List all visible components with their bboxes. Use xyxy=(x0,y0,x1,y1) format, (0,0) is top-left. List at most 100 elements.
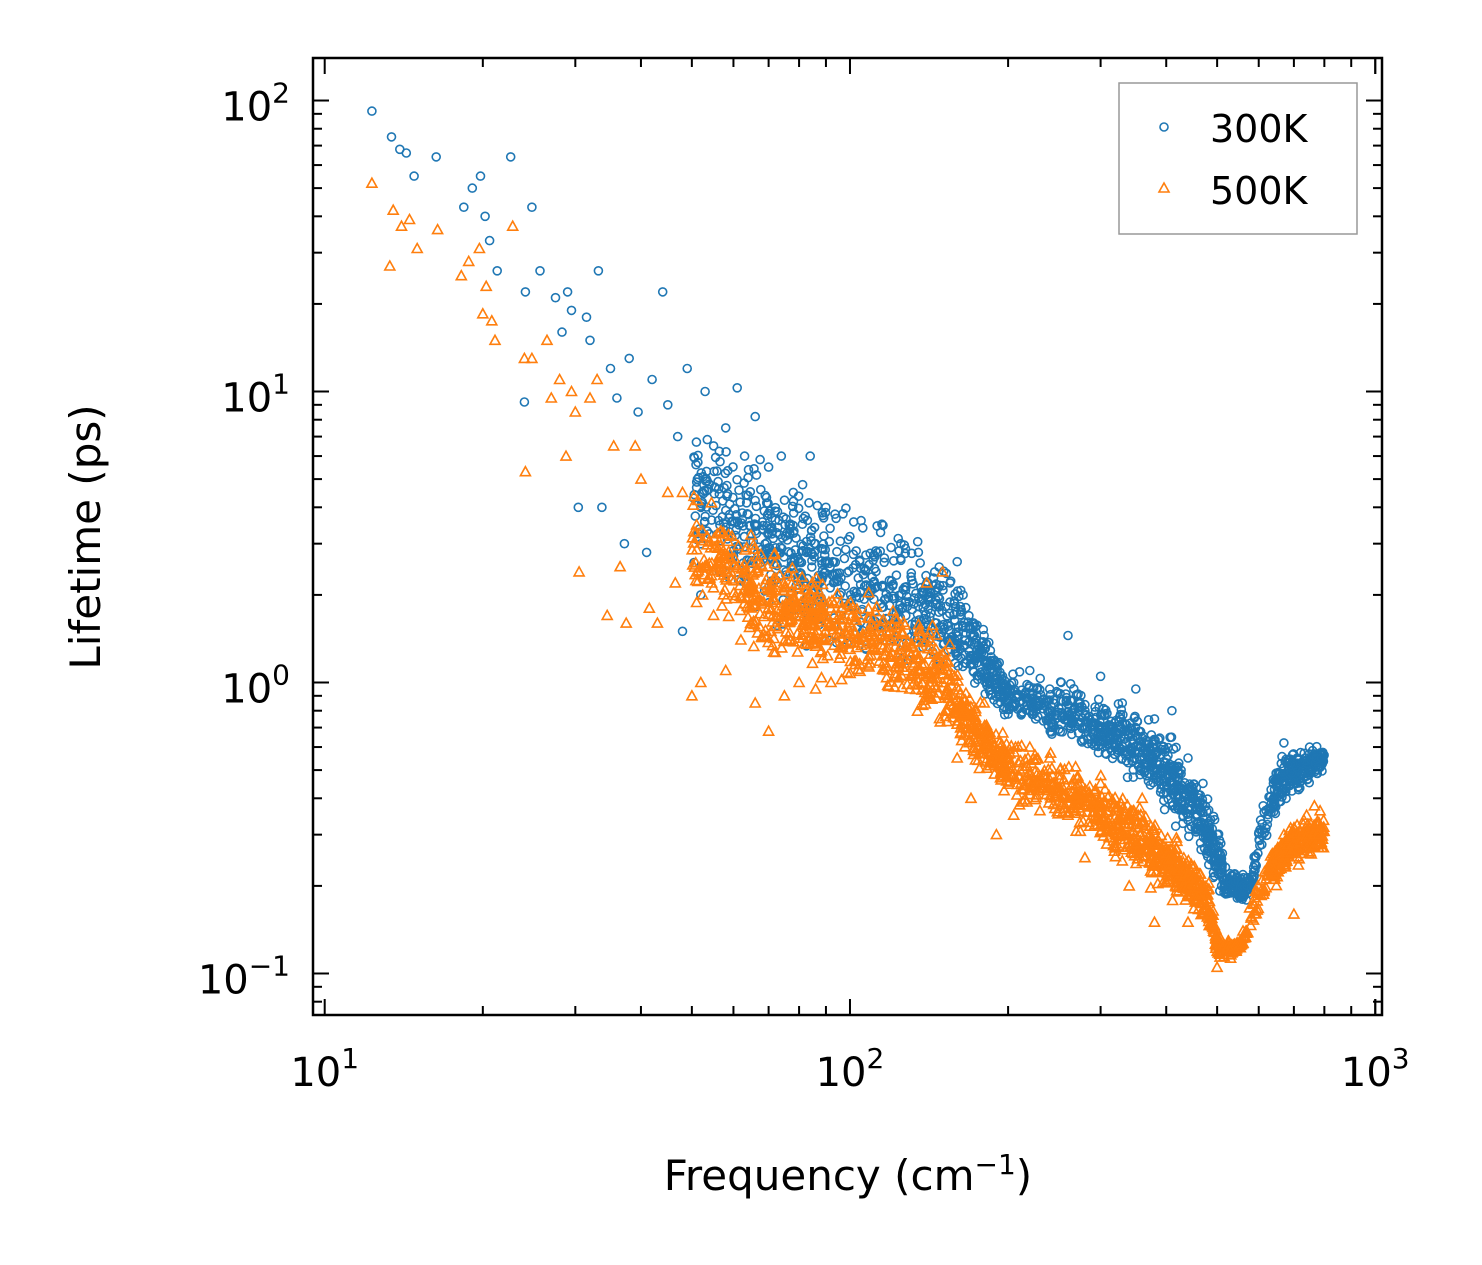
data-point xyxy=(1067,729,1077,740)
data-point xyxy=(851,587,862,598)
data-point xyxy=(749,614,763,626)
data-point xyxy=(1043,751,1057,763)
legend: 300K 500K xyxy=(1118,82,1358,235)
data-point xyxy=(699,517,710,527)
data-point xyxy=(886,604,900,616)
data-point xyxy=(383,259,397,271)
data-point xyxy=(761,492,772,503)
data-point xyxy=(1224,885,1235,896)
data-point xyxy=(1082,722,1093,733)
data-point xyxy=(691,477,702,487)
data-point xyxy=(647,374,657,385)
data-point xyxy=(641,547,652,558)
data-point xyxy=(1143,714,1154,725)
data-point xyxy=(865,634,879,646)
data-point xyxy=(958,705,971,718)
data-point xyxy=(855,563,866,574)
data-point xyxy=(804,497,814,508)
data-point xyxy=(1115,854,1129,866)
data-point xyxy=(1164,870,1178,882)
data-point xyxy=(1064,720,1075,731)
data-point xyxy=(1047,797,1061,810)
data-point xyxy=(779,625,793,637)
data-point xyxy=(1055,677,1066,687)
data-point xyxy=(785,577,798,589)
data-point xyxy=(1027,780,1040,793)
data-point xyxy=(1005,686,1015,697)
data-point xyxy=(540,333,554,346)
data-point xyxy=(1165,851,1179,863)
data-point xyxy=(1110,732,1121,743)
data-point xyxy=(746,577,759,589)
data-point xyxy=(850,606,864,619)
data-point xyxy=(913,628,926,641)
data-point xyxy=(1299,835,1313,848)
data-point xyxy=(747,538,760,550)
data-point xyxy=(525,351,539,364)
data-point xyxy=(1165,732,1175,743)
data-point xyxy=(1262,819,1273,830)
data-point xyxy=(875,627,889,640)
data-point xyxy=(743,509,754,520)
data-point xyxy=(690,518,703,530)
data-point xyxy=(851,662,865,675)
data-point xyxy=(732,382,743,393)
data-point xyxy=(1266,807,1276,818)
data-point xyxy=(1131,852,1144,864)
data-point xyxy=(1204,917,1218,930)
data-point xyxy=(753,607,767,619)
data-point xyxy=(915,675,929,687)
data-point xyxy=(1205,815,1216,825)
data-point xyxy=(410,241,424,254)
data-point xyxy=(839,627,853,639)
data-point xyxy=(751,626,764,638)
data-point xyxy=(952,556,963,567)
data-point xyxy=(871,566,881,577)
data-point xyxy=(737,508,748,518)
data-point xyxy=(1242,881,1252,891)
data-point xyxy=(744,528,758,540)
data-point xyxy=(806,637,820,649)
data-point xyxy=(662,399,673,410)
data-point xyxy=(796,631,810,644)
data-point xyxy=(852,631,866,644)
data-point xyxy=(880,625,893,637)
data-point xyxy=(750,513,761,524)
data-point xyxy=(860,625,874,638)
data-point xyxy=(1010,788,1024,800)
data-point xyxy=(936,565,949,577)
data-point xyxy=(1065,678,1076,689)
data-layer xyxy=(365,106,1331,973)
data-point xyxy=(1110,836,1123,849)
data-point xyxy=(1061,808,1075,821)
data-point xyxy=(734,633,748,645)
data-point xyxy=(699,485,710,496)
data-point xyxy=(1284,845,1298,858)
data-point xyxy=(940,704,954,716)
data-point xyxy=(906,658,920,671)
data-point xyxy=(544,391,558,403)
data-point xyxy=(822,595,836,607)
data-point xyxy=(983,637,994,648)
data-point xyxy=(720,468,731,479)
data-point xyxy=(795,570,809,582)
data-point xyxy=(1004,701,1015,712)
data-point xyxy=(764,528,774,539)
data-point xyxy=(1073,815,1087,828)
data-point xyxy=(960,698,974,711)
data-point xyxy=(1012,769,1026,782)
data-point xyxy=(1108,791,1122,803)
data-point xyxy=(877,519,887,530)
data-point xyxy=(967,632,978,643)
legend-marker-300k xyxy=(1159,122,1169,132)
data-point xyxy=(505,152,516,162)
data-point xyxy=(1148,842,1162,855)
data-point xyxy=(1236,924,1250,936)
data-point xyxy=(979,755,992,767)
data-point xyxy=(1037,781,1051,793)
data-point xyxy=(818,631,832,643)
data-point xyxy=(1138,850,1151,862)
data-point xyxy=(720,423,731,433)
data-point xyxy=(806,582,820,594)
data-point xyxy=(1196,879,1210,891)
